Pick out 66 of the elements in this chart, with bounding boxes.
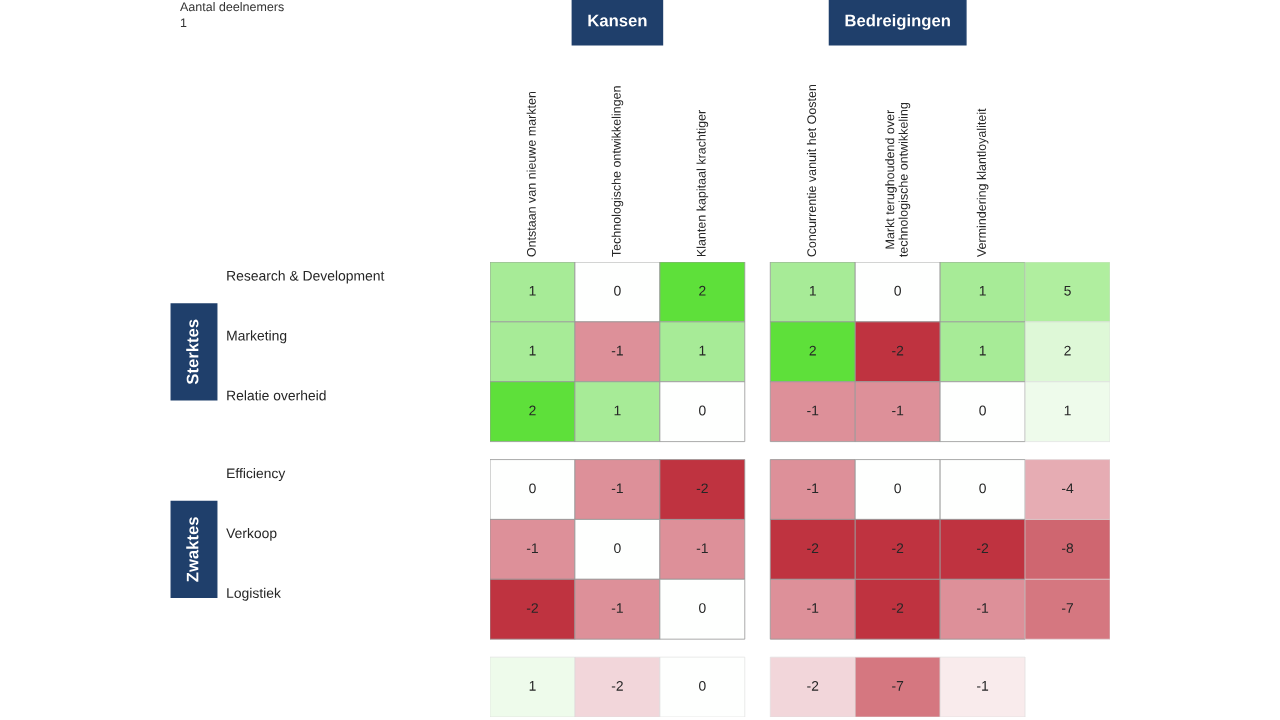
text: 1 (180, 18, 187, 28)
data-label: -1 (977, 681, 989, 691)
data-label: -1 (696, 543, 708, 553)
text: Sterktes (186, 319, 199, 385)
data-label: 0 (699, 603, 706, 613)
data-label: -2 (696, 483, 708, 494)
data-label: 0 (894, 285, 901, 296)
data-label: 1 (979, 285, 986, 296)
data-label: 2 (809, 345, 816, 356)
data-label: 0 (529, 483, 536, 494)
data-label: 0 (979, 483, 986, 494)
data-label: -2 (526, 603, 538, 613)
data-label: 1 (1064, 405, 1071, 416)
data-label: -2 (611, 680, 623, 691)
data-label: -1 (977, 603, 989, 613)
data-label: 1 (614, 405, 621, 416)
y-tick-label: Verkoop (226, 527, 277, 541)
data-label: 2 (1064, 345, 1071, 356)
data-label: 1 (529, 681, 536, 691)
data-label: -1 (807, 405, 819, 416)
text: Kansen (588, 14, 647, 27)
data-label: 1 (529, 345, 536, 356)
x-tick-label: Klanten kapitaal krachtiger (696, 110, 709, 257)
text: Aantal deelnemers (180, 2, 284, 12)
data-label: -7 (1061, 603, 1074, 613)
data-label: -1 (807, 483, 819, 494)
data-label: -1 (611, 345, 623, 356)
data-label: 0 (699, 405, 706, 416)
data-label: -1 (892, 405, 904, 416)
x-tick-label: Ontstaan van nieuwe markten (526, 91, 536, 257)
data-label: -8 (1061, 543, 1074, 554)
data-label: 0 (614, 285, 621, 296)
data-label: -1 (611, 483, 623, 494)
data-label: 1 (699, 345, 706, 356)
data-label: -4 (1061, 483, 1074, 494)
data-label: 2 (699, 285, 706, 296)
data-label: 0 (699, 680, 706, 691)
data-label: -2 (807, 680, 819, 691)
data-label: -1 (611, 603, 623, 613)
data-label: 0 (979, 405, 986, 416)
y-tick-label: Logistiek (227, 587, 281, 601)
text: Zwaktes (186, 517, 199, 582)
data-label: -1 (807, 603, 819, 613)
data-label: 1 (529, 285, 536, 296)
x-tick-label: Vermindering klantloyaliteit (976, 108, 989, 258)
x-tick-label: Technologische ontwikkelingen (611, 86, 624, 257)
data-label: -2 (807, 543, 819, 553)
data-label: 1 (809, 285, 816, 296)
data-label: -7 (892, 681, 904, 691)
y-tick-label: Research & Development (227, 270, 385, 284)
data-label: 0 (894, 483, 901, 494)
x-tick-label: Markt terughoudend over technologische ontwikkeling (885, 102, 911, 257)
y-tick-label: Marketing (227, 330, 287, 344)
data-label: -2 (892, 603, 904, 613)
data-label: 2 (529, 405, 536, 416)
text: Bedreigingen (845, 14, 950, 30)
data-label: 0 (614, 543, 621, 554)
x-tick-label: Concurrentie vanuit het Oosten (806, 84, 817, 257)
data-label: 1 (979, 345, 986, 356)
data-label: -1 (526, 543, 538, 553)
y-tick-label: Relatie overheid (227, 390, 326, 401)
data-label: -2 (892, 345, 904, 356)
data-label: 5 (1064, 285, 1071, 296)
y-tick-label: Efficiency (227, 468, 286, 482)
data-label: -2 (977, 543, 989, 553)
data-label: -2 (892, 543, 904, 553)
